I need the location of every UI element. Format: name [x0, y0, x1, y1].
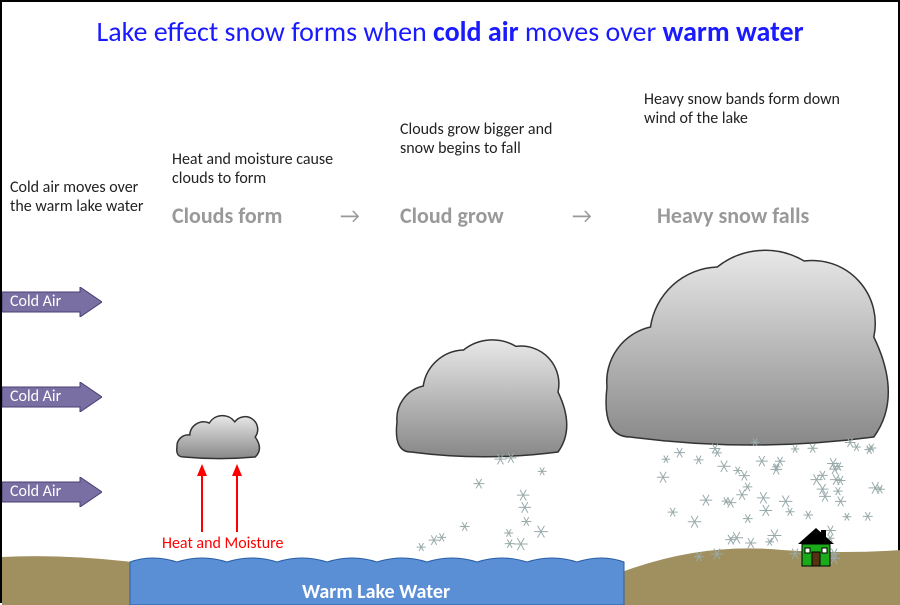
warm-lake-label: Warm Lake Water: [302, 580, 450, 604]
house-icon: [792, 522, 842, 572]
land-right: [622, 548, 900, 605]
land-left: [2, 556, 132, 605]
heat-moisture-label: Heat and Moisture: [162, 534, 283, 553]
ground-layer: [2, 2, 900, 605]
